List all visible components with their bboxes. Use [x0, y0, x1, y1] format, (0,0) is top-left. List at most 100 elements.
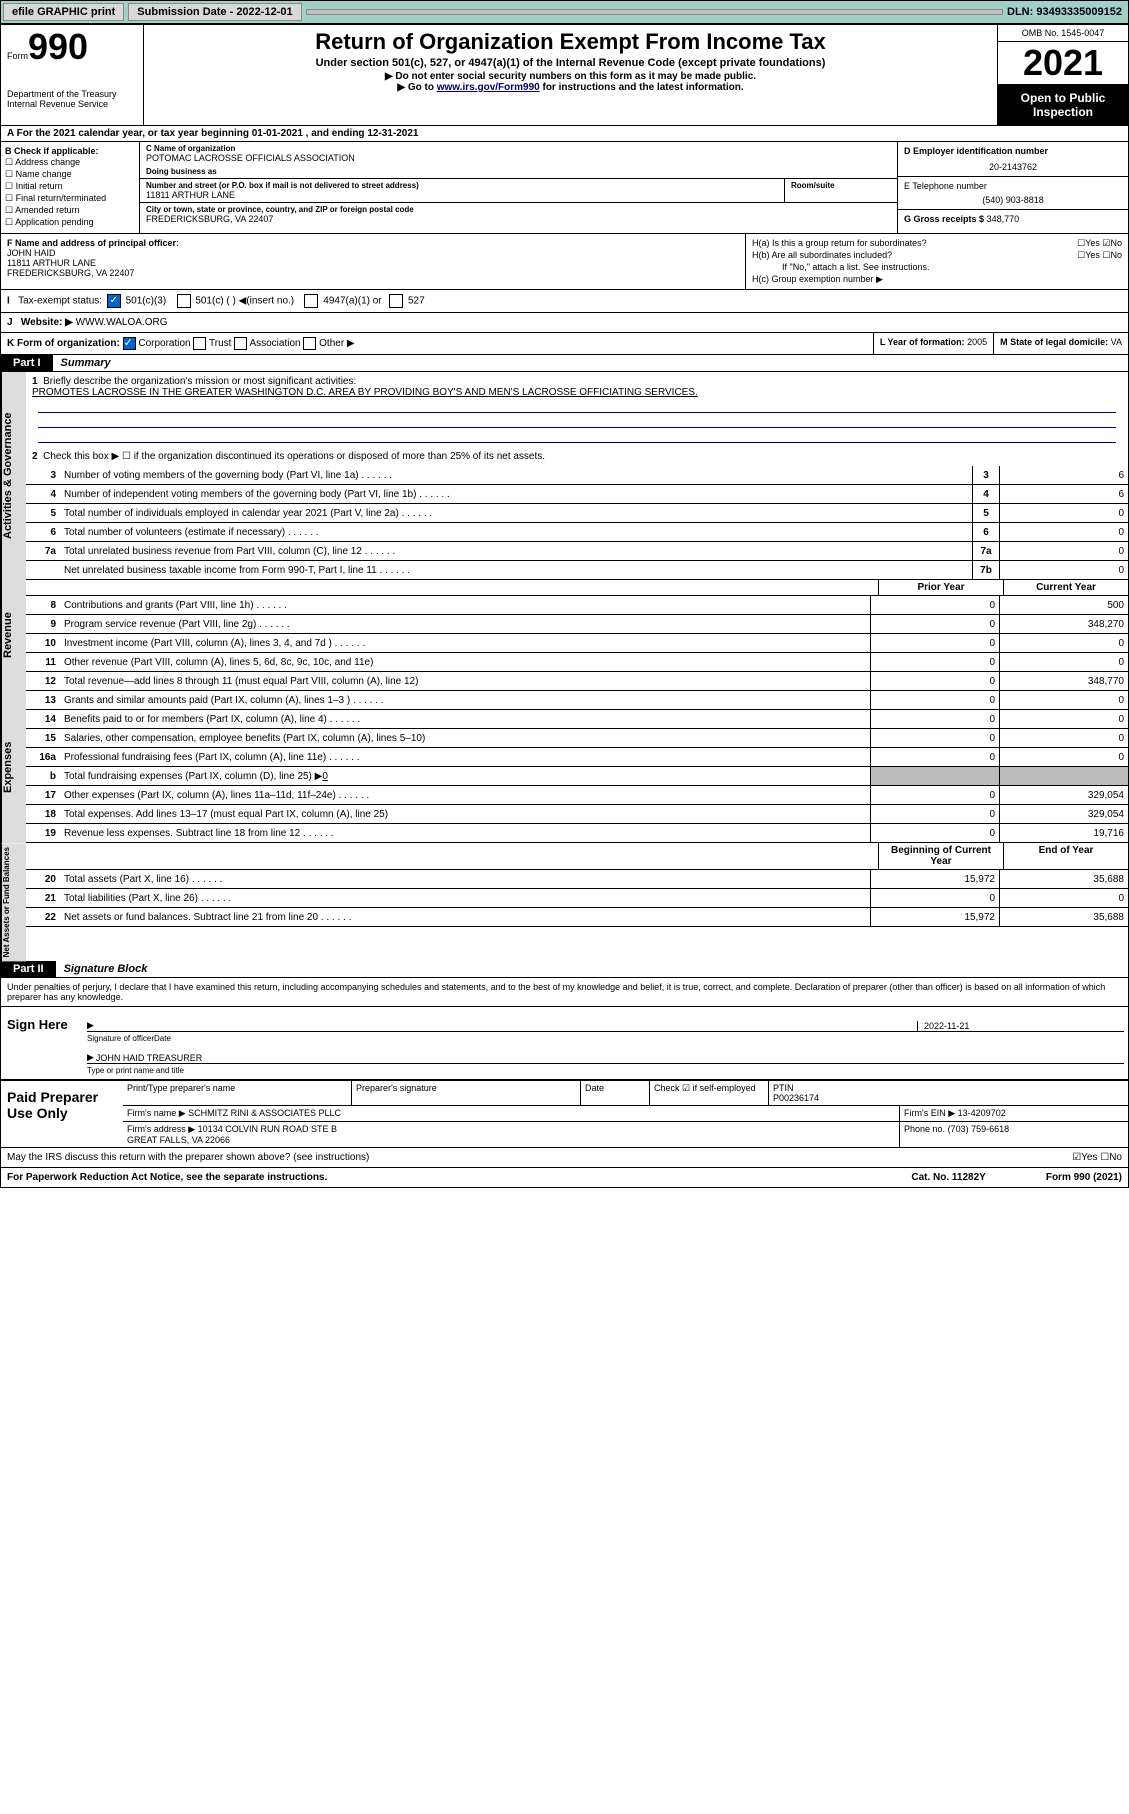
- part-1-header: Part I Summary: [1, 355, 1128, 372]
- c-name-label: C Name of organization: [146, 144, 891, 153]
- chk-trust[interactable]: [193, 337, 206, 350]
- line-14-py: 0: [870, 710, 999, 728]
- line-8-cy: 500: [999, 596, 1128, 614]
- ptin: P00236174: [773, 1093, 1124, 1103]
- arrow-icon: [87, 1020, 96, 1031]
- subtitle-3: ▶ Go to www.irs.gov/Form990 for instruct…: [148, 82, 993, 93]
- line-16b-shaded: [870, 767, 999, 785]
- signature-declaration: Under penalties of perjury, I declare th…: [1, 978, 1128, 1007]
- chk-4947[interactable]: [304, 294, 318, 308]
- irs-link[interactable]: www.irs.gov/Form990: [437, 82, 540, 93]
- line-2: Check this box ▶ ☐ if the organization d…: [43, 451, 545, 462]
- chk-association[interactable]: [234, 337, 247, 350]
- chk-final-return[interactable]: ☐ Final return/terminated: [5, 193, 135, 204]
- officer-signed-name: JOHN HAID TREASURER: [96, 1053, 202, 1063]
- subtitle-2: ▶ Do not enter social security numbers o…: [148, 71, 993, 82]
- line-20-boy: 15,972: [870, 870, 999, 888]
- officer-addr1: 11811 ARTHUR LANE: [7, 258, 739, 268]
- arrow-icon: [87, 1052, 96, 1063]
- line-21-eoy: 0: [999, 889, 1128, 907]
- form-990: Form990 Department of the Treasury Inter…: [0, 24, 1129, 1188]
- hb-answer[interactable]: ☐Yes ☐No: [1077, 250, 1122, 261]
- line-17-cy: 329,054: [999, 786, 1128, 804]
- sig-of-label: Signature of officer: [87, 1034, 154, 1043]
- line-20-eoy: 35,688: [999, 870, 1128, 888]
- boy-hdr: Beginning of Current Year: [878, 843, 1003, 869]
- line-3-val: 6: [999, 466, 1128, 484]
- chk-initial-return[interactable]: ☐ Initial return: [5, 181, 135, 192]
- k-label: K Form of organization:: [7, 338, 120, 349]
- hc-label: H(c) Group exemption number ▶: [752, 274, 1122, 285]
- line-9-cy: 348,270: [999, 615, 1128, 633]
- line-16a-cy: 0: [999, 748, 1128, 766]
- part-1-title: Summary: [53, 355, 1128, 371]
- line-18-cy: 329,054: [999, 805, 1128, 823]
- line-12-py: 0: [870, 672, 999, 690]
- sign-here-label: Sign Here: [1, 1007, 83, 1079]
- paid-preparer-block: Paid Preparer Use Only Print/Type prepar…: [1, 1081, 1128, 1148]
- opt-assoc: Association: [249, 338, 300, 349]
- chk-application-pending[interactable]: ☐ Application pending: [5, 217, 135, 228]
- cat-no: Cat. No. 11282Y: [911, 1172, 985, 1183]
- website-label: Website: ▶: [21, 317, 73, 328]
- chk-amended-return[interactable]: ☐ Amended return: [5, 205, 135, 216]
- ptin-label: PTIN: [773, 1083, 1124, 1093]
- prep-phone-label: Phone no.: [904, 1124, 945, 1134]
- line-12: Total revenue—add lines 8 through 11 (mu…: [60, 674, 870, 689]
- line-15: Salaries, other compensation, employee b…: [60, 731, 870, 746]
- form-label: Form: [7, 51, 28, 61]
- chk-corporation[interactable]: [123, 337, 136, 350]
- form-number: 990: [28, 26, 88, 67]
- ha-answer[interactable]: ☐Yes ☑No: [1077, 238, 1122, 249]
- part-2-title: Signature Block: [56, 961, 1128, 977]
- vtab-net-assets: Net Assets or Fund Balances: [1, 843, 26, 961]
- chk-other[interactable]: [303, 337, 316, 350]
- dln: DLN: 93493335009152: [1007, 6, 1126, 18]
- line-7a-val: 0: [999, 542, 1128, 560]
- vtab-expenses: Expenses: [1, 691, 26, 843]
- firm-name: SCHMITZ RINI & ASSOCIATES PLLC: [188, 1108, 341, 1118]
- state-domicile: VA: [1111, 337, 1122, 347]
- line-9-py: 0: [870, 615, 999, 633]
- eoy-hdr: End of Year: [1003, 843, 1128, 869]
- line-7b: Net unrelated business taxable income fr…: [60, 563, 972, 578]
- prep-phone: (703) 759-6618: [948, 1124, 1010, 1134]
- chk-501c3[interactable]: ✓: [107, 294, 121, 308]
- section-b-d: B Check if applicable: ☐ Address change …: [1, 142, 1128, 234]
- omb-number: OMB No. 1545-0047: [998, 25, 1128, 42]
- line-16b: Total fundraising expenses (Part IX, col…: [64, 771, 322, 782]
- efile-print-button[interactable]: efile GRAPHIC print: [3, 3, 124, 21]
- part-2-label: Part II: [1, 961, 56, 977]
- line-1-label: Briefly describe the organization's miss…: [43, 376, 356, 387]
- mission-text: PROMOTES LACROSSE IN THE GREATER WASHING…: [32, 387, 698, 398]
- opt-501c: 501(c) ( ) ◀(insert no.): [195, 296, 294, 307]
- expenses-section: Expenses 13Grants and similar amounts pa…: [1, 691, 1128, 843]
- prior-year-hdr: Prior Year: [878, 580, 1003, 595]
- line-14-cy: 0: [999, 710, 1128, 728]
- may-irs-answer[interactable]: ☑Yes ☐No: [1072, 1152, 1122, 1163]
- line-16b-shaded2: [999, 767, 1128, 785]
- current-year-hdr: Current Year: [1003, 580, 1128, 595]
- chk-name-change[interactable]: ☐ Name change: [5, 169, 135, 180]
- line-18: Total expenses. Add lines 13–17 (must eq…: [60, 807, 870, 822]
- paid-preparer-label: Paid Preparer Use Only: [1, 1081, 123, 1147]
- chk-501c[interactable]: [177, 294, 191, 308]
- line-9: Program service revenue (Part VIII, line…: [60, 617, 870, 632]
- phone: (540) 903-8818: [904, 195, 1122, 205]
- line-22-boy: 15,972: [870, 908, 999, 926]
- line-11-cy: 0: [999, 653, 1128, 671]
- street: 11811 ARTHUR LANE: [146, 190, 778, 200]
- sign-here-block: Sign Here 2022-11-21 Signature of office…: [1, 1007, 1128, 1081]
- chk-address-change[interactable]: ☐ Address change: [5, 157, 135, 168]
- dba-label: Doing business as: [146, 167, 891, 176]
- revenue-section: Revenue Prior YearCurrent Year 8Contribu…: [1, 580, 1128, 691]
- row-i-tax-status: I Tax-exempt status: ✓ 501(c)(3) 501(c) …: [1, 290, 1128, 313]
- line-16b-val: 0: [322, 771, 328, 782]
- part-1-label: Part I: [1, 355, 53, 371]
- f-label: F Name and address of principal officer:: [7, 238, 739, 248]
- line-16a-py: 0: [870, 748, 999, 766]
- org-name: POTOMAC LACROSSE OFFICIALS ASSOCIATION: [146, 153, 891, 163]
- line-8: Contributions and grants (Part VIII, lin…: [60, 598, 870, 613]
- chk-527[interactable]: [389, 294, 403, 308]
- page-footer: For Paperwork Reduction Act Notice, see …: [1, 1168, 1128, 1187]
